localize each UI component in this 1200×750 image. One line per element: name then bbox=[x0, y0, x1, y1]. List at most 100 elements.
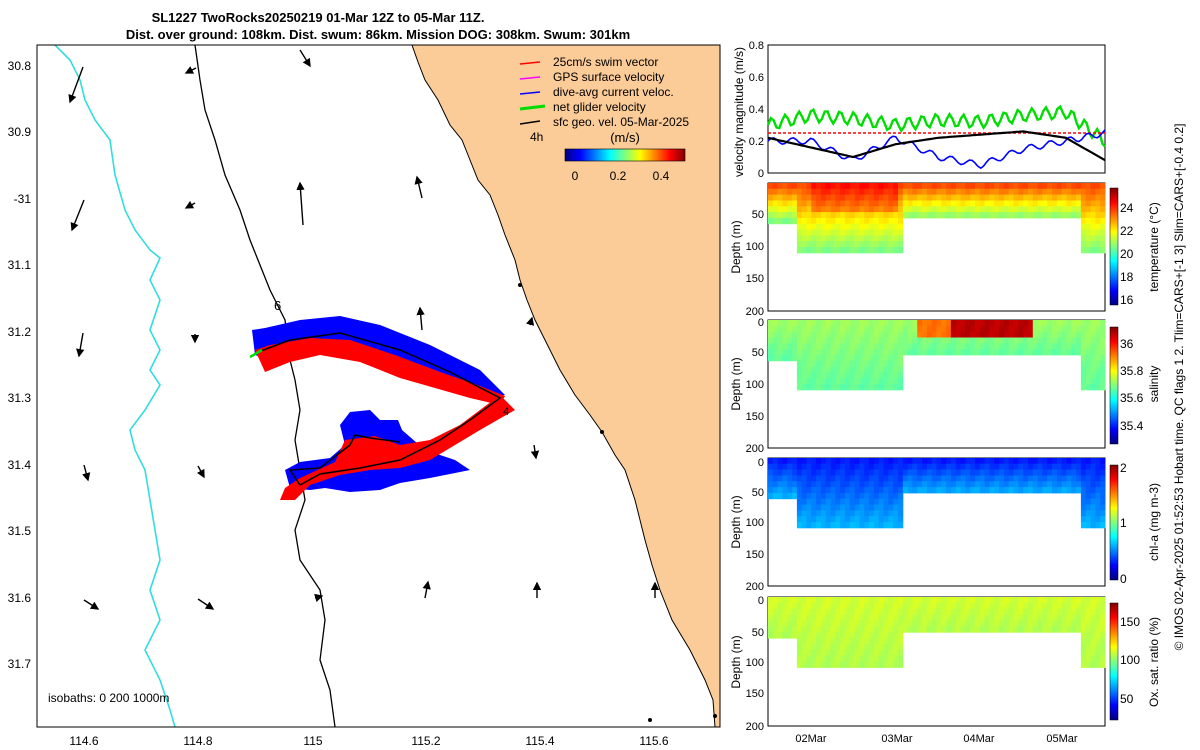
section-cell bbox=[859, 378, 865, 385]
section-cell bbox=[965, 620, 971, 627]
section-cell bbox=[801, 378, 807, 385]
section-cell bbox=[845, 504, 851, 511]
section-cell bbox=[806, 620, 812, 627]
section-cell bbox=[1013, 608, 1019, 616]
section-cell bbox=[926, 206, 933, 213]
section-cell bbox=[898, 188, 904, 196]
section-cell bbox=[970, 463, 976, 471]
section-cell bbox=[835, 337, 841, 344]
section-cell bbox=[796, 320, 803, 327]
section-cell bbox=[917, 458, 923, 465]
section-cell bbox=[1018, 626, 1024, 633]
section-cell bbox=[830, 608, 836, 616]
section-cell bbox=[926, 463, 933, 471]
section-cell bbox=[898, 643, 904, 651]
section-cell bbox=[796, 632, 803, 639]
section-cell bbox=[825, 655, 832, 662]
section-cell bbox=[922, 349, 928, 356]
section-cell bbox=[1095, 354, 1101, 362]
section-cell bbox=[869, 643, 875, 651]
section-cell bbox=[825, 223, 832, 230]
section-cell bbox=[854, 643, 860, 651]
section-cell bbox=[854, 458, 860, 465]
section-cell bbox=[825, 366, 832, 373]
geo-velocity-arrows bbox=[68, 49, 660, 610]
section-cell bbox=[984, 188, 990, 196]
section-cell bbox=[979, 343, 986, 350]
section-cell bbox=[936, 325, 942, 333]
section-cell bbox=[999, 337, 1005, 344]
section-cell bbox=[835, 241, 841, 248]
section-cell bbox=[888, 200, 894, 207]
section-cell bbox=[931, 458, 937, 465]
section-cell bbox=[782, 475, 788, 482]
section-cell bbox=[907, 212, 913, 219]
section-cell bbox=[1100, 206, 1106, 213]
section-cell bbox=[917, 212, 923, 219]
section-cell bbox=[1095, 614, 1101, 621]
lon-tick-label: 115.6 bbox=[639, 734, 668, 748]
section-cell bbox=[922, 206, 928, 213]
section-cell bbox=[888, 602, 894, 610]
section-cell bbox=[859, 343, 865, 350]
section-cell bbox=[1061, 469, 1067, 476]
section-cell bbox=[1061, 458, 1067, 465]
section-cell bbox=[888, 643, 894, 651]
section-cell bbox=[811, 200, 817, 207]
time-tick-label: 04Mar bbox=[963, 733, 995, 745]
section-cell bbox=[845, 458, 851, 465]
section-cell bbox=[854, 510, 860, 517]
section-cell bbox=[1028, 325, 1034, 333]
section-cell bbox=[1076, 481, 1082, 488]
geo-arrow bbox=[197, 598, 215, 610]
section-cell bbox=[840, 620, 846, 627]
section-cell bbox=[806, 504, 812, 511]
section-cell bbox=[984, 475, 990, 482]
section-cell bbox=[821, 183, 827, 190]
section-cell bbox=[955, 194, 962, 201]
section-cell bbox=[883, 614, 889, 621]
section-cell bbox=[811, 229, 817, 236]
section-cell bbox=[1085, 498, 1091, 505]
section-cell bbox=[946, 469, 952, 476]
section-cell bbox=[796, 510, 803, 517]
section-cell bbox=[926, 320, 933, 327]
section-cell bbox=[1080, 366, 1087, 373]
section-cell bbox=[931, 626, 937, 633]
section-cell bbox=[946, 463, 952, 471]
section-cell bbox=[840, 643, 846, 651]
section-cell bbox=[1023, 608, 1029, 616]
section-cell bbox=[960, 469, 966, 476]
section-cell bbox=[1085, 597, 1091, 604]
section-cell bbox=[893, 217, 899, 225]
section-cell bbox=[898, 504, 904, 511]
section-cell bbox=[816, 217, 822, 225]
section-cell bbox=[806, 241, 812, 248]
section-cell bbox=[999, 463, 1005, 471]
section-cell bbox=[840, 608, 846, 616]
section-cell bbox=[989, 325, 995, 333]
section-cell bbox=[869, 620, 875, 627]
section-cell bbox=[984, 463, 990, 471]
section-cell bbox=[912, 183, 918, 190]
section-cell bbox=[830, 661, 836, 668]
section-cell bbox=[830, 655, 836, 662]
section-cell bbox=[873, 241, 880, 248]
section-cell bbox=[917, 188, 923, 196]
section-cell bbox=[845, 602, 851, 610]
section-cell bbox=[898, 620, 904, 627]
section-cell bbox=[835, 597, 841, 604]
section-cell bbox=[970, 620, 976, 627]
section-cell bbox=[859, 320, 865, 327]
section-cell bbox=[888, 638, 894, 645]
section-cell bbox=[931, 188, 937, 196]
section-cell bbox=[883, 597, 889, 604]
section-cell bbox=[1061, 183, 1067, 190]
section-cell bbox=[806, 516, 812, 523]
section-cell bbox=[806, 655, 812, 662]
section-cell bbox=[849, 597, 856, 604]
section-cell bbox=[1052, 602, 1058, 610]
section-cell bbox=[782, 458, 788, 465]
section-cell bbox=[1037, 602, 1043, 610]
section-cell bbox=[1047, 206, 1053, 213]
